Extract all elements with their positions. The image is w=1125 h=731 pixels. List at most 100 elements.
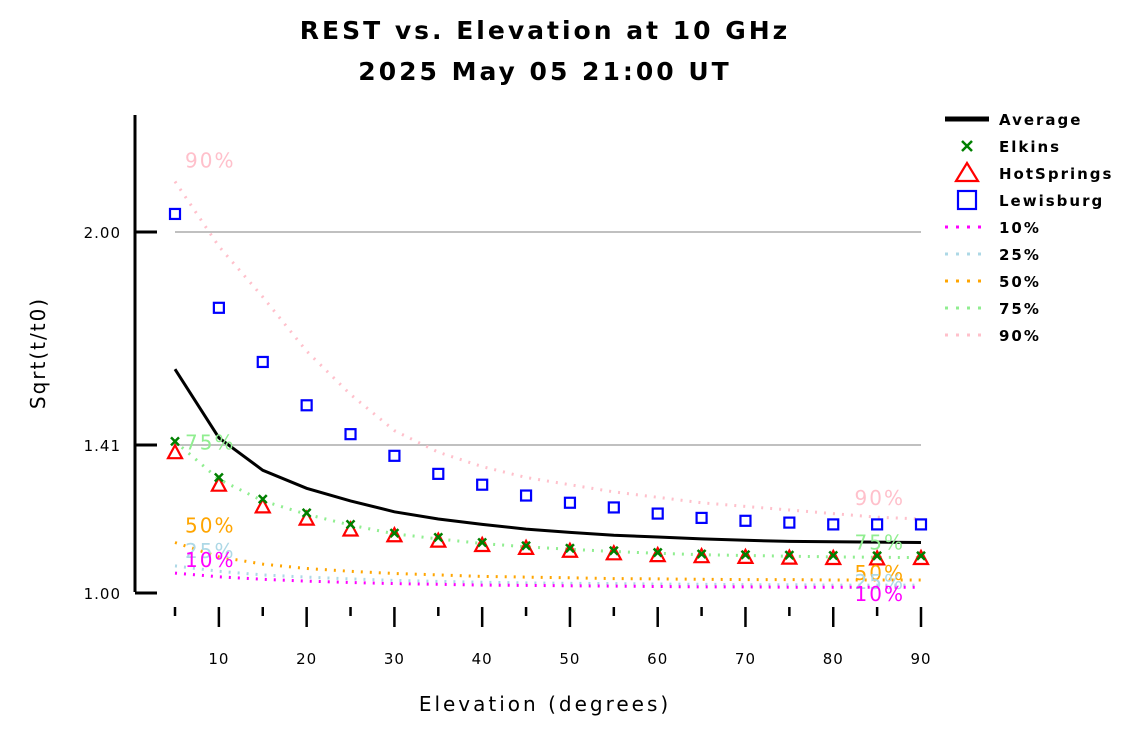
annotation-75pct-end: 75% (855, 531, 905, 555)
point-lewisburg-6 (432, 467, 445, 480)
point-lewisburg-12 (695, 511, 708, 525)
legend-swatch-hotsprings (954, 160, 980, 183)
legend-label-10pct: 10% (999, 219, 1041, 237)
point-lewisburg-11 (651, 507, 664, 520)
point-elkins-1 (213, 472, 224, 483)
legend-label-lewisburg: Lewisburg (999, 192, 1104, 210)
point-elkins-0 (170, 436, 180, 447)
grid-lines (175, 231, 921, 446)
x-tick-label-0: 10 (208, 650, 229, 668)
series-line-25pct (174, 564, 921, 587)
point-hotsprings-5 (385, 525, 404, 543)
annotation-10pct-start: 10% (185, 548, 235, 572)
point-lewisburg-13 (739, 514, 752, 527)
point-lewisburg-17 (914, 518, 928, 531)
point-elkins-3 (301, 507, 312, 518)
legend-label-75pct: 75% (999, 300, 1041, 318)
x-tick-label-1: 20 (296, 650, 317, 668)
series-line-75pct (174, 440, 922, 560)
y-axis-ticks: 1.00 1.41 2.00 (84, 224, 157, 603)
legend: Average Elkins HotSprings Lewisburg 10% 25% 50… (945, 111, 1113, 345)
x-axis-label: Elevation (degrees) (419, 692, 671, 716)
x-tick-label-2: 30 (384, 650, 405, 668)
series-line-average (173, 368, 922, 544)
point-hotsprings-0 (166, 442, 184, 460)
point-hotsprings-7 (473, 535, 492, 553)
annotation-25pct-end: 25% (855, 570, 905, 594)
x-tick-label-5: 60 (647, 650, 668, 668)
legend-label-average: Average (999, 111, 1082, 129)
point-hotsprings-15 (824, 548, 843, 566)
point-elkins-4 (345, 519, 356, 530)
point-lewisburg-0 (168, 207, 182, 221)
point-lewisburg-14 (783, 516, 796, 529)
point-elkins-7 (477, 537, 488, 548)
point-elkins-8 (521, 540, 531, 551)
point-hotsprings-14 (780, 548, 799, 565)
point-elkins-15 (828, 550, 839, 561)
x-axis-ticks: 10 20 30 40 50 60 70 80 90 (173, 607, 931, 668)
point-elkins-14 (784, 550, 795, 560)
legend-swatch-elkins (961, 140, 973, 152)
point-elkins-5 (389, 528, 400, 538)
point-lewisburg-4 (344, 428, 357, 441)
point-lewisburg-1 (212, 301, 225, 314)
x-tick-label-3: 40 (472, 650, 493, 668)
point-lewisburg-15 (827, 518, 840, 531)
percentile-annotations: 90%90%75%75%50%50%25%25%10%10% (185, 148, 905, 606)
point-hotsprings-10 (604, 543, 623, 561)
annotation-50pct-start: 50% (185, 513, 235, 537)
point-elkins-16 (872, 550, 883, 561)
legend-label-hotsprings: HotSprings (999, 165, 1113, 183)
chart-subtitle: 2025 May 05 21:00 UT (358, 57, 732, 86)
point-lewisburg-7 (476, 478, 489, 491)
point-hotsprings-13 (736, 547, 755, 565)
point-lewisburg-5 (388, 449, 401, 462)
point-hotsprings-8 (517, 538, 535, 555)
y-tick-label-1: 1.41 (84, 437, 121, 455)
point-hotsprings-11 (648, 545, 667, 563)
legend-label-50pct: 50% (999, 273, 1041, 291)
point-hotsprings-4 (341, 520, 360, 537)
point-lewisburg-9 (563, 496, 577, 509)
point-lewisburg-2 (256, 355, 269, 369)
chart-title: REST vs. Elevation at 10 GHz (299, 16, 791, 45)
legend-label-elkins: Elkins (999, 138, 1061, 156)
point-elkins-17 (916, 550, 926, 561)
point-elkins-11 (652, 547, 663, 558)
point-elkins-6 (433, 532, 444, 543)
plot-area (166, 180, 930, 589)
legend-swatch-lewisburg (956, 189, 978, 211)
point-elkins-2 (257, 494, 268, 505)
annotation-25pct-start: 25% (185, 539, 235, 563)
annotation-90pct-start: 90% (185, 148, 235, 172)
annotation-90pct-end: 90% (855, 486, 905, 510)
y-tick-label-0: 1.00 (84, 585, 121, 603)
x-tick-label-6: 70 (735, 650, 756, 668)
series-line-10pct (174, 571, 921, 589)
point-hotsprings-12 (692, 546, 711, 564)
point-hotsprings-6 (429, 531, 448, 548)
annotation-10pct-end: 10% (855, 582, 905, 606)
point-lewisburg-3 (300, 399, 313, 412)
point-elkins-12 (696, 549, 707, 559)
point-lewisburg-8 (519, 489, 533, 502)
series-line-90pct (173, 180, 922, 521)
y-tick-label-2: 2.00 (84, 224, 121, 242)
point-elkins-10 (608, 545, 619, 556)
point-hotsprings-3 (297, 509, 316, 526)
legend-label-90pct: 90% (999, 327, 1041, 345)
point-elkins-13 (740, 549, 751, 560)
point-hotsprings-2 (253, 497, 272, 514)
point-hotsprings-17 (912, 548, 930, 566)
point-hotsprings-1 (210, 475, 228, 492)
annotation-50pct-end: 50% (855, 561, 905, 585)
point-elkins-9 (565, 543, 575, 554)
x-tick-label-4: 50 (559, 650, 580, 668)
y-axis-label: Sqrt(t/t0) (26, 297, 50, 409)
point-lewisburg-16 (871, 518, 884, 531)
x-tick-label-7: 80 (823, 650, 844, 668)
series-line-50pct (174, 541, 921, 582)
legend-label-25pct: 25% (999, 246, 1041, 264)
point-lewisburg-10 (607, 501, 620, 514)
